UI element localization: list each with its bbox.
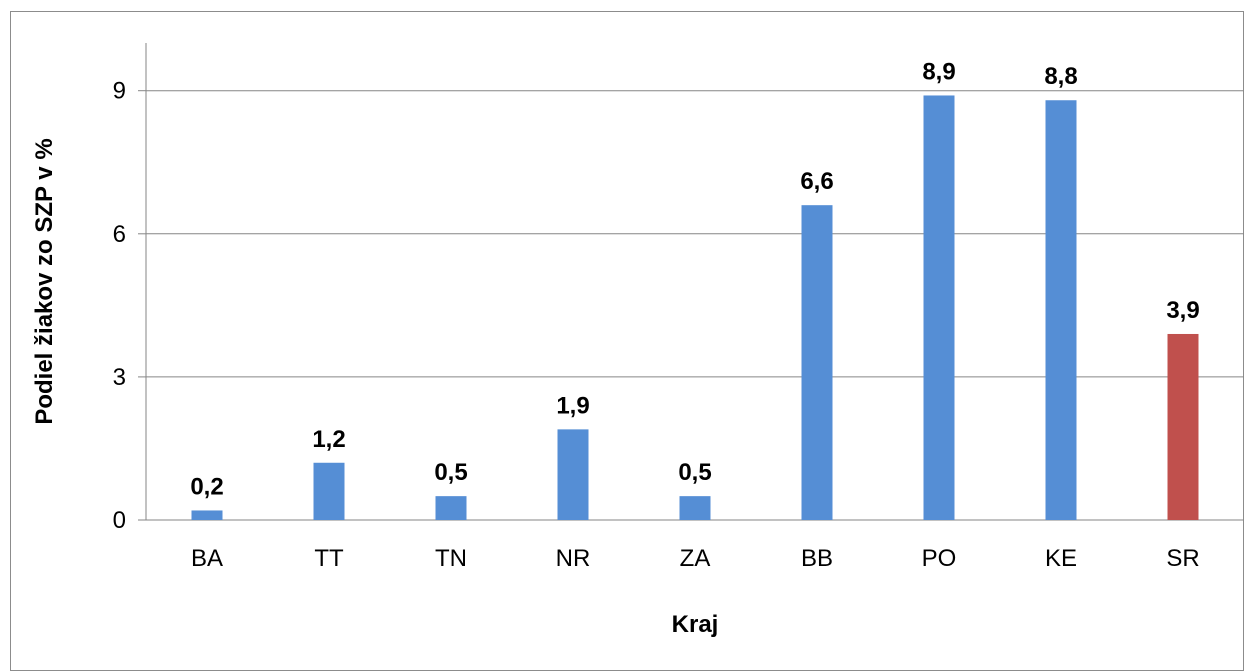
bar-chart: 0 3 6 9 0,2 1,2 0,5 1,9 0,5 6,6 8,9 8,8 3,9 BA TT TN N… xyxy=(31,43,1244,638)
y-tick-label: 0 xyxy=(113,507,126,534)
bar-tn xyxy=(435,496,467,520)
bar-sr xyxy=(1167,333,1199,520)
x-tick-label-sr: SR xyxy=(1166,545,1199,572)
y-tick-label: 6 xyxy=(113,221,126,248)
x-tick-label-tn: TN xyxy=(435,545,467,572)
bar-za xyxy=(679,496,711,520)
gridlines xyxy=(138,90,1244,521)
y-axis-title: Podiel žiakov zo SZP v % xyxy=(31,138,58,424)
x-tick-label-ba: BA xyxy=(191,545,223,572)
bar-ba xyxy=(191,510,223,520)
y-tick-label: 9 xyxy=(113,78,126,105)
data-label-za: 0,5 xyxy=(678,459,711,486)
bar-po xyxy=(923,95,955,520)
bar-bb xyxy=(801,205,833,520)
data-label-ke: 8,8 xyxy=(1044,63,1077,90)
y-tick-labels: 0 3 6 9 xyxy=(113,78,126,534)
x-tick-label-ke: KE xyxy=(1045,545,1077,572)
x-tick-label-za: ZA xyxy=(680,545,711,572)
data-label-ba: 0,2 xyxy=(190,473,223,500)
x-axis-title: Kraj xyxy=(672,611,719,638)
y-tick-label: 3 xyxy=(113,364,126,391)
x-tick-labels: BA TT TN NR ZA BB PO KE SR xyxy=(191,545,1200,572)
bar-ke xyxy=(1045,100,1077,521)
x-tick-label-nr: NR xyxy=(556,545,591,572)
data-label-tn: 0,5 xyxy=(434,459,467,486)
bars xyxy=(191,95,1199,521)
data-label-sr: 3,9 xyxy=(1166,297,1199,324)
x-tick-label-bb: BB xyxy=(801,545,833,572)
data-label-bb: 6,6 xyxy=(800,168,833,195)
data-labels: 0,2 1,2 0,5 1,9 0,5 6,6 8,9 8,8 3,9 xyxy=(190,58,1199,500)
data-label-nr: 1,9 xyxy=(556,392,589,419)
data-label-po: 8,9 xyxy=(922,58,955,85)
data-label-tt: 1,2 xyxy=(312,426,345,453)
bar-tt xyxy=(313,462,345,520)
x-tick-label-po: PO xyxy=(922,545,957,572)
x-tick-label-tt: TT xyxy=(314,545,344,572)
bar-nr xyxy=(557,429,589,520)
